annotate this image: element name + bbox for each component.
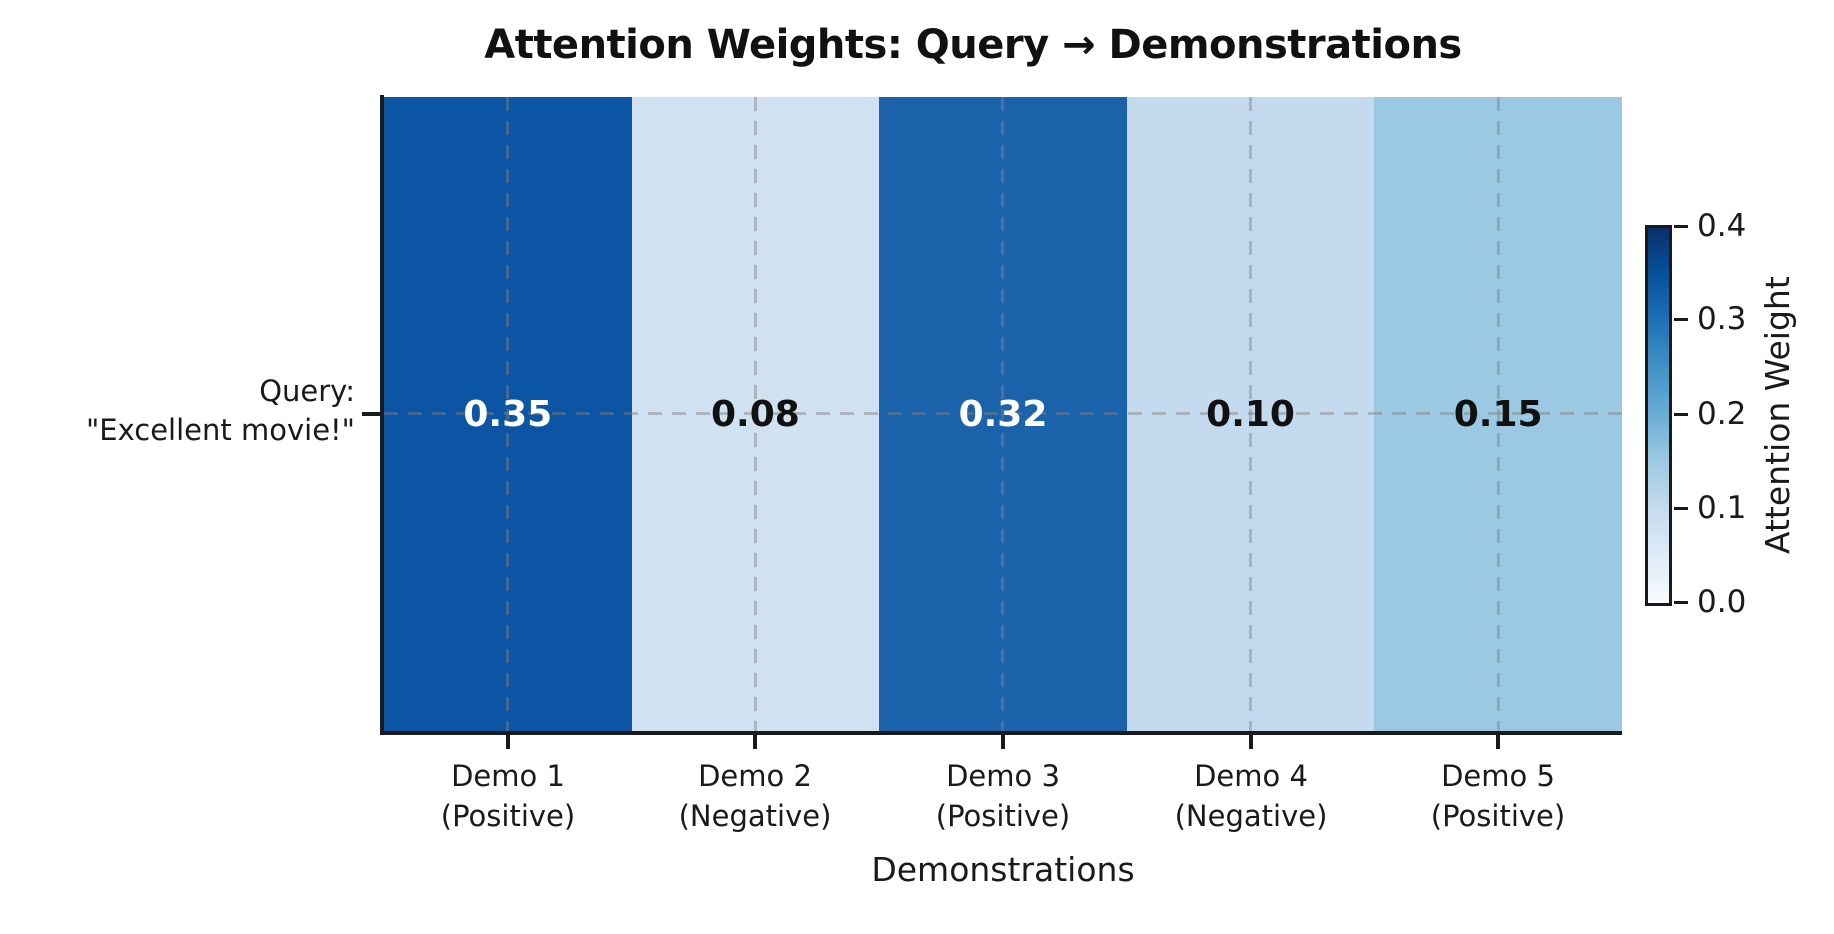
- vertical-gridline: [1496, 97, 1500, 731]
- colorbar: [1645, 225, 1672, 606]
- cell-value: 0.32: [958, 393, 1048, 435]
- colorbar-axis-label: Attention Weight: [1758, 276, 1797, 554]
- x-tick-label-demo4: Demo 4 (Negative): [1101, 756, 1401, 836]
- vertical-gridline: [753, 97, 757, 731]
- x-axis-tick: [1001, 735, 1005, 749]
- x-tick-label-line2: (Positive): [440, 799, 576, 833]
- x-tick-label-line2: (Positive): [1430, 799, 1566, 833]
- colorbar-tick-label: 0.2: [1697, 396, 1747, 432]
- horizontal-gridline: [384, 412, 1622, 415]
- x-tick-label-line1: Demo 3: [946, 759, 1060, 793]
- cell-value: 0.15: [1453, 393, 1543, 435]
- cell-value: 0.08: [710, 393, 800, 435]
- heatmap-plot-area: 0.35 0.08 0.32 0.10 0.15: [384, 97, 1622, 731]
- x-tick-label-line1: Demo 4: [1194, 759, 1308, 793]
- vertical-gridline: [1249, 97, 1253, 731]
- x-tick-label-line1: Demo 5: [1441, 759, 1555, 793]
- cell-value: 0.10: [1206, 393, 1295, 435]
- cell-value: 0.35: [463, 393, 553, 435]
- x-tick-label-line2: (Negative): [678, 799, 832, 833]
- chart-title: Attention Weights: Query → Demonstration…: [484, 22, 1462, 68]
- heatmap-cell-demo3: 0.32: [879, 97, 1127, 731]
- colorbar-tick-label: 0.3: [1697, 301, 1747, 337]
- x-tick-label-line2: (Positive): [935, 799, 1071, 833]
- x-axis-tick: [1249, 735, 1253, 749]
- y-axis-tick: [362, 412, 380, 416]
- x-tick-label-demo1: Demo 1 (Positive): [358, 756, 658, 836]
- x-axis-tick: [1496, 735, 1500, 749]
- x-axis-spine: [380, 731, 1622, 735]
- heatmap-cell-demo5: 0.15: [1374, 97, 1622, 731]
- colorbar-tick-label: 0.0: [1697, 584, 1747, 620]
- colorbar-tick: [1674, 413, 1688, 416]
- x-tick-label-line1: Demo 1: [451, 759, 565, 793]
- colorbar-tick: [1674, 601, 1688, 604]
- y-axis-spine: [380, 95, 384, 735]
- vertical-gridline: [506, 97, 510, 731]
- y-tick-label: Query: "Excellent movie!": [10, 372, 355, 450]
- x-tick-label-line2: (Negative): [1174, 799, 1328, 833]
- colorbar-tick: [1674, 318, 1688, 321]
- colorbar-tick-label: 0.1: [1697, 490, 1747, 526]
- colorbar-tick: [1674, 507, 1688, 510]
- y-tick-label-line2: "Excellent movie!": [85, 413, 355, 447]
- heatmap-cell-demo1: 0.35: [384, 97, 632, 731]
- colorbar-tick-label: 0.4: [1697, 208, 1747, 244]
- x-tick-label-demo2: Demo 2 (Negative): [605, 756, 905, 836]
- x-axis-tick: [506, 735, 510, 749]
- y-tick-label-line1: Query:: [259, 374, 355, 408]
- x-tick-label-demo5: Demo 5 (Positive): [1348, 756, 1648, 836]
- heatmap-cell-demo4: 0.10: [1126, 97, 1375, 731]
- x-tick-label-demo3: Demo 3 (Positive): [853, 756, 1153, 836]
- colorbar-tick: [1674, 225, 1688, 228]
- heatmap-cell-demo2: 0.08: [631, 97, 880, 731]
- vertical-gridline: [1001, 97, 1005, 731]
- x-tick-label-line1: Demo 2: [698, 759, 812, 793]
- x-axis-title: Demonstrations: [871, 850, 1135, 889]
- x-axis-tick: [753, 735, 757, 749]
